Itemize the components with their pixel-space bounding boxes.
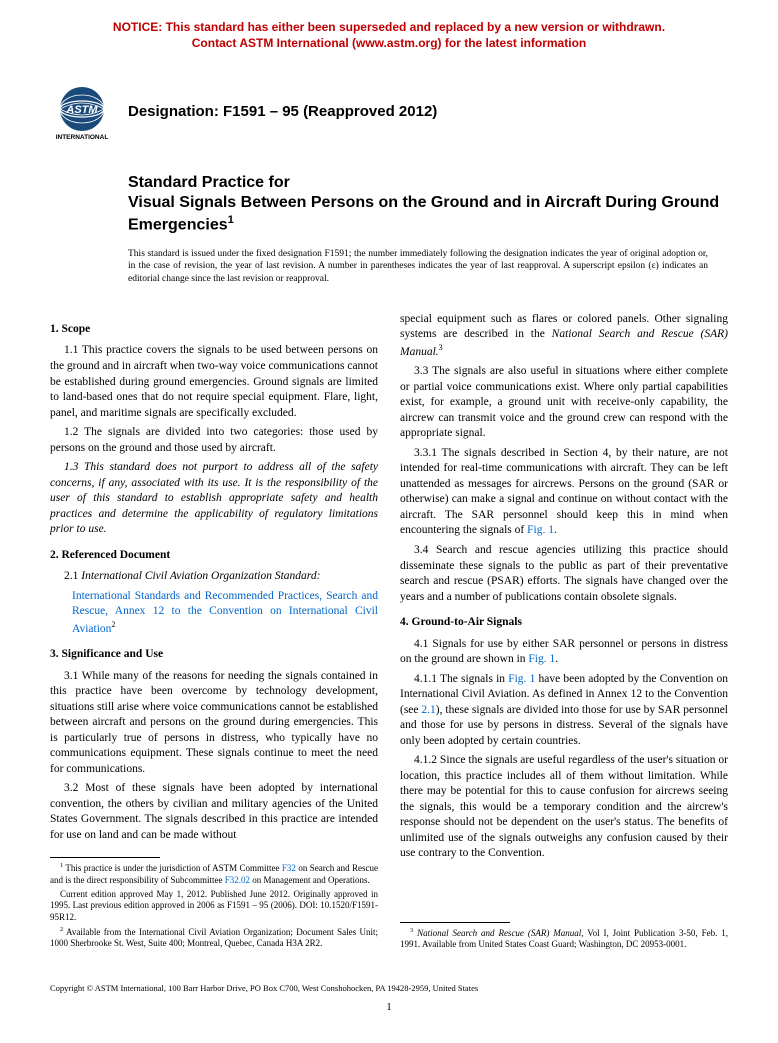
para-3-2b: special equipment such as flares or colo… [400, 312, 728, 360]
para-4-1-1: 4.1.1 The signals in Fig. 1 have been ad… [400, 672, 728, 750]
ref-sup-2: 2 [111, 620, 115, 629]
title-main-text: Visual Signals Between Persons on the Gr… [128, 194, 719, 233]
notice-line-1: NOTICE: This standard has either been su… [113, 20, 665, 34]
right-footnotes: 3 National Search and Rescue (SAR) Manua… [400, 922, 728, 951]
para-3-3: 3.3 The signals are also useful in situa… [400, 364, 728, 442]
section-3-head: 3. Significance and Use [50, 647, 378, 663]
section-4-head: 4. Ground-to-Air Signals [400, 615, 728, 631]
title-main: Visual Signals Between Persons on the Gr… [128, 193, 728, 235]
designation-text: Designation: F1591 – 95 (Reapproved 2012… [128, 103, 437, 120]
para-4-1-1-c: ), these signals are divided into those … [400, 704, 728, 747]
title-prefix: Standard Practice for [128, 173, 728, 193]
fn1-d: on Management and Operations. [250, 875, 370, 885]
page-container: NOTICE: This standard has either been su… [0, 0, 778, 1043]
committee-f32-link[interactable]: F32 [282, 863, 296, 873]
para-4-1-a: 4.1 Signals for use by either SAR person… [400, 638, 728, 666]
intro-note: This standard is issued under the fixed … [128, 248, 708, 286]
footnote-3: 3 National Search and Rescue (SAR) Manua… [400, 927, 728, 951]
fig1-link-c[interactable]: Fig. 1 [508, 673, 535, 685]
left-footnotes: 1 This practice is under the jurisdictio… [50, 857, 378, 950]
para-3-3-1-a: 3.3.1 The signals described in Section 4… [400, 447, 728, 537]
page-number: 1 [50, 1001, 728, 1013]
para-1-1: 1.1 This practice covers the signals to … [50, 343, 378, 421]
ref-link-block: International Standards and Recommended … [72, 589, 378, 637]
header-row: ASTM INTERNATIONAL Designation: F1591 – … [50, 79, 728, 143]
section-2-head: 2. Referenced Document [50, 548, 378, 564]
title-block: Standard Practice for Visual Signals Bet… [128, 173, 728, 235]
svg-text:INTERNATIONAL: INTERNATIONAL [56, 134, 109, 141]
svg-text:ASTM: ASTM [65, 104, 98, 116]
para-4-1-1-a: 4.1.1 The signals in [414, 673, 508, 685]
para-3-3-1: 3.3.1 The signals described in Section 4… [400, 446, 728, 539]
footnote-2: 2 Available from the International Civil… [50, 926, 378, 950]
para-4-1-b: . [555, 653, 558, 665]
notice-line-2: Contact ASTM International (www.astm.org… [192, 36, 586, 50]
footnote-1: 1 This practice is under the jurisdictio… [50, 862, 378, 886]
copyright-text: Copyright © ASTM International, 100 Barr… [50, 983, 728, 993]
para-1-2: 1.2 The signals are divided into two cat… [50, 425, 378, 456]
fn2-b: Available from the International Civil A… [50, 927, 378, 949]
para-3-1: 3.1 While many of the reasons for needin… [50, 669, 378, 778]
footnote-separator-left [50, 857, 160, 858]
footnote-1-p2: Current edition approved May 1, 2012. Pu… [50, 889, 378, 924]
para-3-3-1-b: . [554, 524, 557, 536]
title-superscript: 1 [228, 214, 234, 226]
icao-link[interactable]: International Standards and Recommended … [72, 590, 378, 635]
para-3-2a: 3.2 Most of these signals have been adop… [50, 781, 378, 843]
para-2-1: 2.1 International Civil Aviation Organiz… [50, 569, 378, 585]
para-3-2b-sup: 3 [439, 343, 443, 352]
ref-2-1-link[interactable]: 2.1 [421, 704, 435, 716]
para-2-1-pre: 2.1 [64, 570, 81, 582]
para-4-1: 4.1 Signals for use by either SAR person… [400, 637, 728, 668]
notice-banner: NOTICE: This standard has either been su… [50, 20, 728, 51]
footnote-separator-right [400, 922, 510, 923]
para-2-1-italic: International Civil Aviation Organizatio… [81, 570, 320, 582]
astm-logo: ASTM INTERNATIONAL [50, 79, 114, 143]
fn1-b: This practice is under the jurisdiction … [63, 863, 282, 873]
para-1-3: 1.3 This standard does not purport to ad… [50, 460, 378, 538]
body-columns: 1. Scope 1.1 This practice covers the si… [50, 312, 728, 953]
para-4-1-2: 4.1.2 Since the signals are useful regar… [400, 753, 728, 862]
subcommittee-f3202-link[interactable]: F32.02 [225, 875, 250, 885]
section-1-head: 1. Scope [50, 322, 378, 338]
fig1-link-a[interactable]: Fig. 1 [527, 524, 554, 536]
fn3-italic: National Search and Rescue (SAR) Manual [413, 928, 581, 938]
para-3-4: 3.4 Search and rescue agencies utilizing… [400, 543, 728, 605]
fig1-link-b[interactable]: Fig. 1 [528, 653, 555, 665]
